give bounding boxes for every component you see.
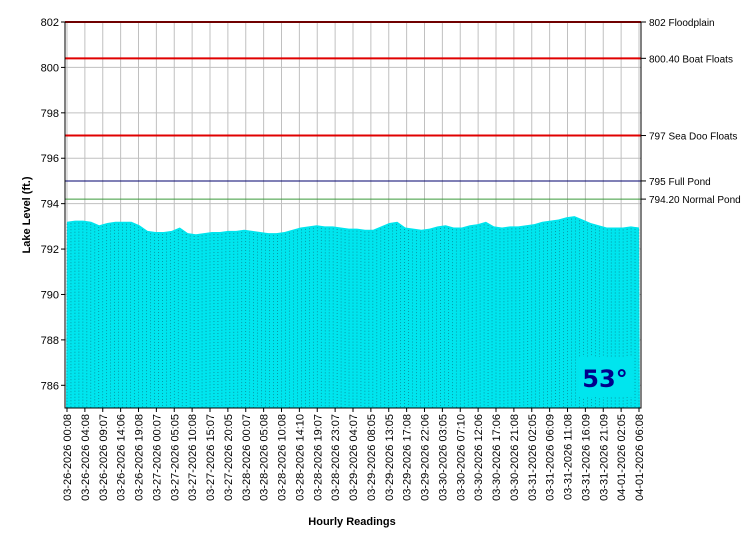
x-tick-label: 03-31-2026 21:09 xyxy=(598,414,610,501)
reference-label: 802 Floodplain xyxy=(649,18,715,29)
x-tick-label: 03-31-2026 16:09 xyxy=(580,414,592,501)
y-tick-label: 788 xyxy=(41,335,59,347)
x-tick-label: 03-29-2026 04:07 xyxy=(348,414,360,501)
x-tick-label: 04-01-2026 02:05 xyxy=(616,414,628,501)
reference-label: 794.20 Normal Pond xyxy=(649,195,741,206)
y-tick-label: 792 xyxy=(41,244,59,256)
x-tick-label: 04-01-2026 06:08 xyxy=(634,414,646,501)
x-tick-label: 03-31-2026 02:05 xyxy=(527,414,539,501)
x-tick-label: 03-26-2026 14:06 xyxy=(116,414,128,501)
x-tick-label: 03-30-2026 03:05 xyxy=(437,414,449,501)
x-tick-label: 03-27-2026 05:05 xyxy=(169,414,181,501)
x-tick-label: 03-26-2026 00:08 xyxy=(62,414,74,501)
x-tick-label: 03-29-2026 17:08 xyxy=(402,414,414,501)
x-tick-label: 03-28-2026 10:08 xyxy=(277,414,289,501)
y-tick-label: 786 xyxy=(41,380,59,392)
x-tick-label: 03-28-2026 19:07 xyxy=(312,414,324,501)
x-tick-label: 03-31-2026 06:09 xyxy=(545,414,557,501)
y-axis-label: Lake Level (ft.) xyxy=(21,176,33,253)
y-tick-label: 794 xyxy=(41,199,59,211)
reading-bars xyxy=(66,218,640,408)
x-tick-label: 03-29-2026 08:05 xyxy=(366,414,378,501)
reference-label: 797 Sea Doo Floats xyxy=(649,132,737,143)
temperature-value: 53° xyxy=(582,365,627,393)
y-axis-ticks: 786 788 790 792 794 796 798 800 802 xyxy=(41,17,65,392)
x-tick-label: 03-26-2026 04:08 xyxy=(80,414,92,501)
x-axis-ticks: 03-26-2026 00:08 03-26-2026 04:08 03-26-20… xyxy=(62,408,646,501)
y-tick-label: 800 xyxy=(41,62,59,74)
x-tick-label: 03-26-2026 19:08 xyxy=(134,414,146,501)
y-tick-label: 796 xyxy=(41,153,59,165)
x-tick-label: 03-28-2026 00:07 xyxy=(241,414,253,501)
x-tick-label: 03-30-2026 07:10 xyxy=(455,414,467,501)
x-tick-label: 03-27-2026 10:08 xyxy=(187,414,199,501)
temperature-badge: 53° xyxy=(577,357,633,397)
temperature-badge-bg xyxy=(577,357,633,397)
x-tick-label: 03-28-2026 05:08 xyxy=(259,414,271,501)
reference-label: 800.40 Boat Floats xyxy=(649,54,733,65)
x-tick-label: 03-30-2026 12:06 xyxy=(473,414,485,501)
y-tick-label: 798 xyxy=(41,108,59,120)
y-tick-label: 790 xyxy=(41,289,59,301)
reference-labels: 802 Floodplain 800.40 Boat Floats 797 Sea … xyxy=(649,18,741,206)
y-tick-label: 802 xyxy=(41,17,59,29)
x-tick-label: 03-27-2026 20:05 xyxy=(223,414,235,501)
x-tick-label: 03-27-2026 00:07 xyxy=(151,414,163,501)
x-tick-label: 03-31-2026 11:08 xyxy=(563,414,575,500)
reference-label: 795 Full Pond xyxy=(649,177,711,188)
x-tick-label: 03-26-2026 09:07 xyxy=(98,414,110,501)
x-axis-label: Hourly Readings xyxy=(308,516,395,528)
x-tick-label: 03-27-2026 15:07 xyxy=(205,414,217,501)
x-tick-label: 03-28-2026 23:07 xyxy=(330,414,342,501)
x-tick-label: 03-29-2026 22:06 xyxy=(420,414,432,501)
x-tick-label: 03-30-2026 21:08 xyxy=(509,414,521,501)
x-tick-label: 03-30-2026 17:06 xyxy=(491,414,503,501)
x-tick-label: 03-28-2026 14:10 xyxy=(294,414,306,501)
x-tick-label: 03-29-2026 13:05 xyxy=(384,414,396,501)
